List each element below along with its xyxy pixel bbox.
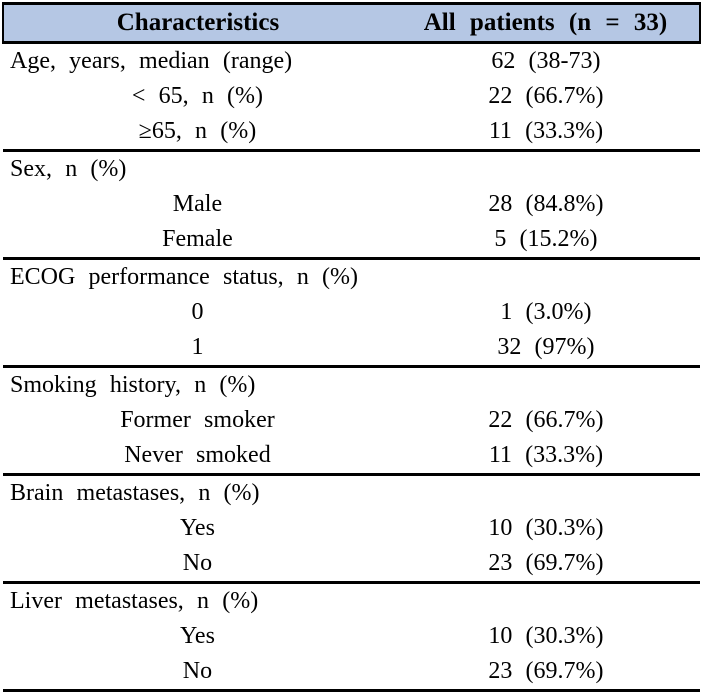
table-row: Age, years, median (range) 62 (38-73) (3, 43, 700, 80)
row-label: No (3, 546, 392, 584)
table-row: < 65, n (%) 22 (66.7%) (3, 79, 700, 114)
row-value: 22 (66.7%) (488, 407, 604, 433)
table-row: Brain metastases, n (%) (3, 475, 700, 512)
table-row: Female 5 (15.2%) (3, 222, 700, 260)
row-value (392, 583, 700, 620)
row-value (392, 475, 700, 512)
table-row: Sex, n (%) (3, 151, 700, 188)
row-label: No (3, 654, 392, 692)
table-row: Yes 10 (30.3%) (3, 511, 700, 546)
table-row: ECOG performance status, n (%) (3, 259, 700, 296)
row-label: Brain metastases, n (%) (10, 480, 260, 506)
table-row: Never smoked 11 (33.3%) (3, 438, 700, 476)
table-row: No 23 (69.7%) (3, 654, 700, 692)
row-label: Female (3, 222, 392, 260)
row-label: Former smoker (120, 407, 275, 433)
table-row: Former smoker 22 (66.7%) (3, 403, 700, 438)
row-value: 23 (69.7%) (391, 546, 700, 584)
row-value (392, 151, 700, 188)
table-row: Liver metastases, n (%) (3, 583, 700, 620)
row-value: 28 (84.8%) (488, 191, 604, 217)
table-row: Male 28 (84.8%) (3, 187, 700, 222)
row-value: 32 (97%) (391, 330, 700, 368)
row-label: Liver metastases, n (%) (10, 588, 259, 614)
row-label: ≥65, n (%) (3, 114, 392, 152)
table-row: Yes 10 (30.3%) (3, 619, 700, 654)
table-row: ≥65, n (%) 11 (33.3%) (3, 114, 700, 152)
row-value: 62 (38-73) (491, 48, 601, 74)
row-label: ECOG performance status, n (%) (10, 264, 359, 290)
row-value: 5 (15.2%) (391, 222, 700, 260)
table-header-row: Characteristics All patients (n = 33) (2, 2, 702, 44)
table-row: 1 32 (97%) (3, 330, 700, 368)
row-label: Smoking history, n (%) (10, 372, 256, 398)
row-value: 10 (30.3%) (488, 623, 604, 649)
row-label: Yes (180, 515, 215, 541)
row-label: < 65, n (%) (131, 83, 264, 109)
column-header-characteristics: Characteristics (2, 2, 392, 44)
row-label: 1 (3, 330, 392, 368)
table-body: Age, years, median (range) 62 (38-73) < … (3, 43, 700, 692)
row-value: 1 (3.0%) (500, 299, 592, 325)
row-label: 0 (191, 299, 204, 325)
row-label: Yes (180, 623, 215, 649)
row-value: 10 (30.3%) (488, 515, 604, 541)
row-label: Sex, n (%) (10, 156, 127, 182)
row-value: 22 (66.7%) (488, 83, 604, 109)
column-header-all-patients: All patients (n = 33) (391, 2, 702, 44)
row-label: Never smoked (3, 438, 392, 476)
row-value (392, 259, 700, 296)
row-label: Male (172, 191, 223, 217)
row-label: Age, years, median (range) (10, 48, 293, 74)
table-row: 0 1 (3.0%) (3, 295, 700, 330)
row-value (392, 367, 700, 404)
row-value: 23 (69.7%) (391, 654, 700, 692)
table-row: No 23 (69.7%) (3, 546, 700, 584)
row-value: 11 (33.3%) (391, 114, 700, 152)
row-value: 11 (33.3%) (391, 438, 700, 476)
table-row: Smoking history, n (%) (3, 367, 700, 404)
